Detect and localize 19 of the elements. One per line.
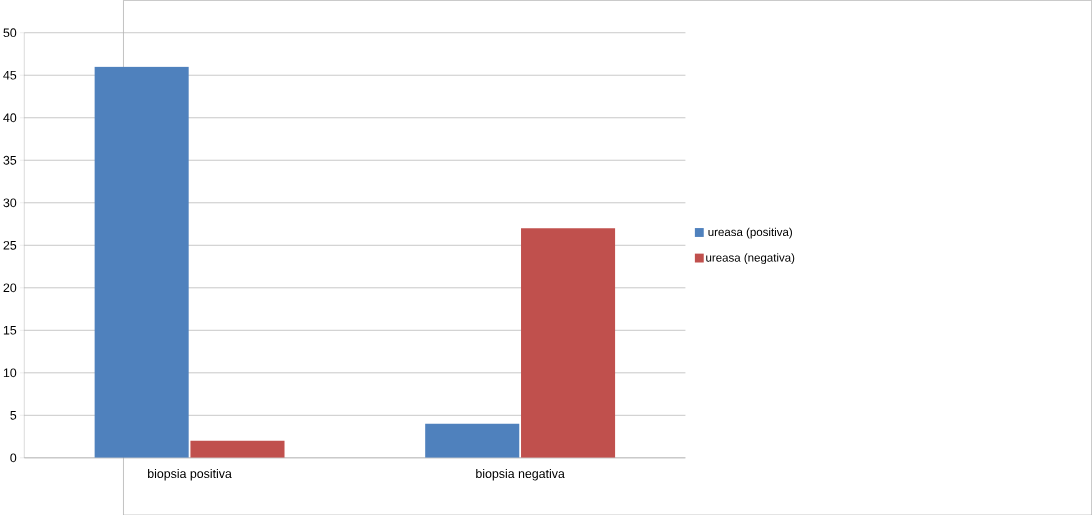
y-tick-label: 45 [3, 70, 17, 80]
bar [94, 66, 189, 458]
y-tick-label: 35 [3, 155, 17, 165]
y-tick-label: 0 [10, 453, 17, 463]
y-tick-label: 10 [3, 368, 17, 377]
y-tick-label: 20 [3, 283, 17, 292]
legend-label: ureasa (positiva) [708, 227, 792, 239]
bar [190, 440, 285, 458]
y-tick-label: 5 [10, 410, 17, 420]
y-tick-label: 15 [3, 325, 17, 335]
x-tick-label: biopsia positiva [148, 468, 232, 481]
y-tick-label: 30 [3, 198, 17, 207]
legend-label: ureasa (negativa) [706, 253, 795, 264]
bar [425, 423, 520, 458]
y-tick-label: 50 [3, 28, 17, 37]
x-tick-label: biopsia negativa [476, 468, 565, 481]
y-tick-label: 25 [3, 240, 17, 250]
y-tick-label: 40 [3, 113, 17, 122]
bar [521, 228, 616, 458]
